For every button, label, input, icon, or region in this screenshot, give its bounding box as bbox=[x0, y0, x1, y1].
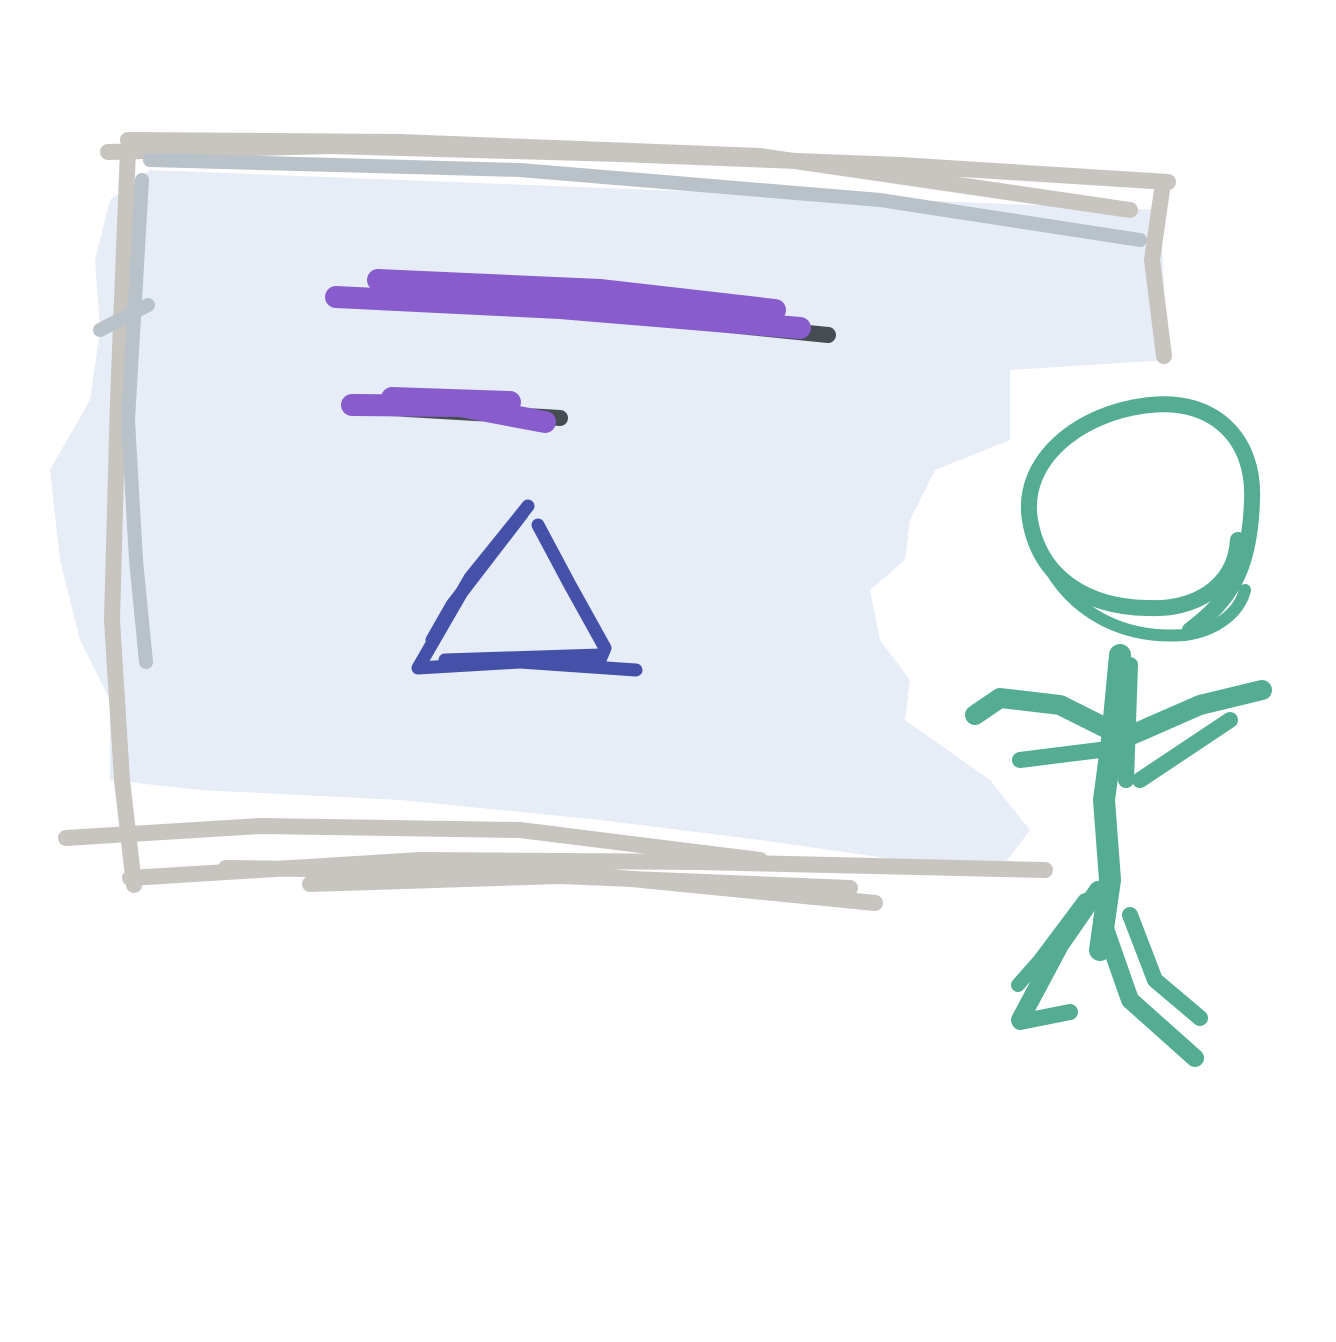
triangle-icon bbox=[411, 499, 643, 677]
subheading-line bbox=[341, 387, 568, 433]
board-frame bbox=[58, 132, 1176, 911]
stick-figure bbox=[965, 396, 1272, 1067]
heading-line bbox=[325, 269, 836, 343]
board-fill bbox=[50, 170, 1168, 870]
